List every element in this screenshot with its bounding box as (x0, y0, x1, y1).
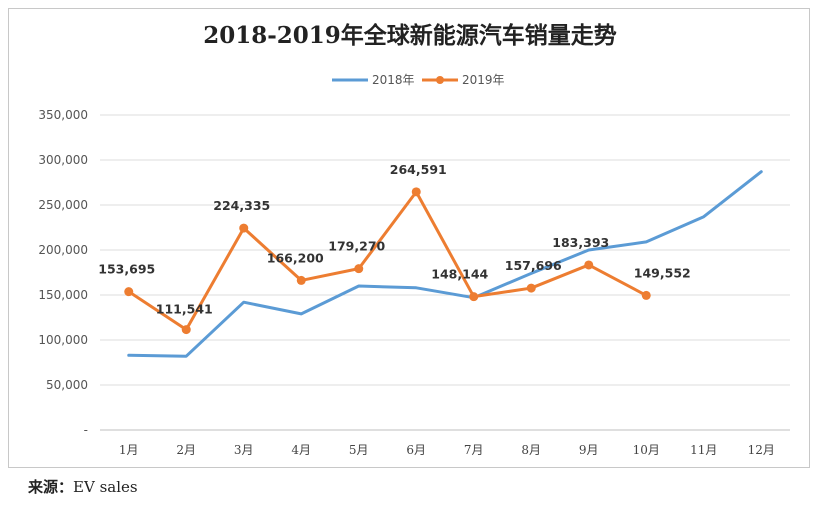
x-tick-label: 8月 (521, 443, 541, 457)
data-point (181, 325, 191, 335)
data-label: 166,200 (267, 250, 324, 265)
x-tick-label: 2月 (176, 443, 196, 457)
y-axis: 350,000 300,000 250,000 200,000 150,000 100,0… (38, 108, 790, 437)
data-label: 183,393 (552, 235, 609, 250)
x-tick-label: 5月 (349, 443, 369, 457)
data-label: 264,591 (390, 162, 447, 177)
chart-title: 2018-2019年全球新能源汽车销量走势 (203, 22, 617, 49)
y-tick-label: 150,000 (38, 288, 88, 302)
chart-frame (8, 8, 810, 468)
data-point (469, 292, 479, 302)
y-tick-label: 50,000 (46, 378, 88, 392)
data-label: 149,552 (634, 265, 691, 280)
data-point (641, 290, 651, 300)
x-tick-label: 3月 (234, 443, 254, 457)
data-label: 157,696 (505, 258, 562, 273)
legend-marker (436, 76, 444, 84)
x-tick-label: 12月 (748, 443, 775, 457)
data-labels: 153,695 111,541 224,335 166,200 179,270 264,5… (98, 162, 690, 317)
data-point (526, 283, 536, 293)
y-tick-label: 250,000 (38, 198, 88, 212)
data-point (411, 187, 421, 197)
data-point (584, 260, 594, 270)
y-tick-label: 300,000 (38, 153, 88, 167)
data-point (239, 223, 249, 233)
legend-label: 2018年 (372, 73, 415, 87)
data-point (354, 264, 364, 274)
data-label: 153,695 (98, 262, 155, 277)
x-tick-label: 4月 (291, 443, 311, 457)
x-tick-label: 1月 (119, 443, 139, 457)
legend-label: 2019年 (462, 73, 505, 87)
series-line-2018 (127, 170, 763, 358)
data-label: 179,270 (328, 239, 385, 254)
data-label: 224,335 (213, 198, 270, 213)
x-tick-label: 7月 (464, 443, 484, 457)
x-tick-label: 10月 (633, 443, 660, 457)
legend: 2018年 2019年 (332, 73, 505, 87)
series-group (124, 170, 763, 358)
series-line-2019 (127, 190, 648, 332)
x-tick-label: 11月 (690, 443, 717, 457)
source-note: 来源：EV sales (28, 476, 138, 497)
x-axis: 1月 2月 3月 4月 5月 6月 7月 8月 9月 10月 11月 12月 (119, 443, 775, 457)
data-label: 148,144 (431, 267, 488, 282)
source-value: EV sales (73, 478, 138, 496)
y-tick-label: 350,000 (38, 108, 88, 122)
source-label: 来源： (28, 478, 74, 496)
y-tick-label: 200,000 (38, 243, 88, 257)
x-tick-label: 6月 (406, 443, 426, 457)
data-point (124, 287, 134, 297)
data-label: 111,541 (156, 302, 213, 317)
x-tick-label: 9月 (579, 443, 599, 457)
gridlines (100, 114, 790, 386)
y-tick-label: - (84, 423, 88, 437)
data-point (296, 275, 306, 285)
y-tick-label: 100,000 (38, 333, 88, 347)
